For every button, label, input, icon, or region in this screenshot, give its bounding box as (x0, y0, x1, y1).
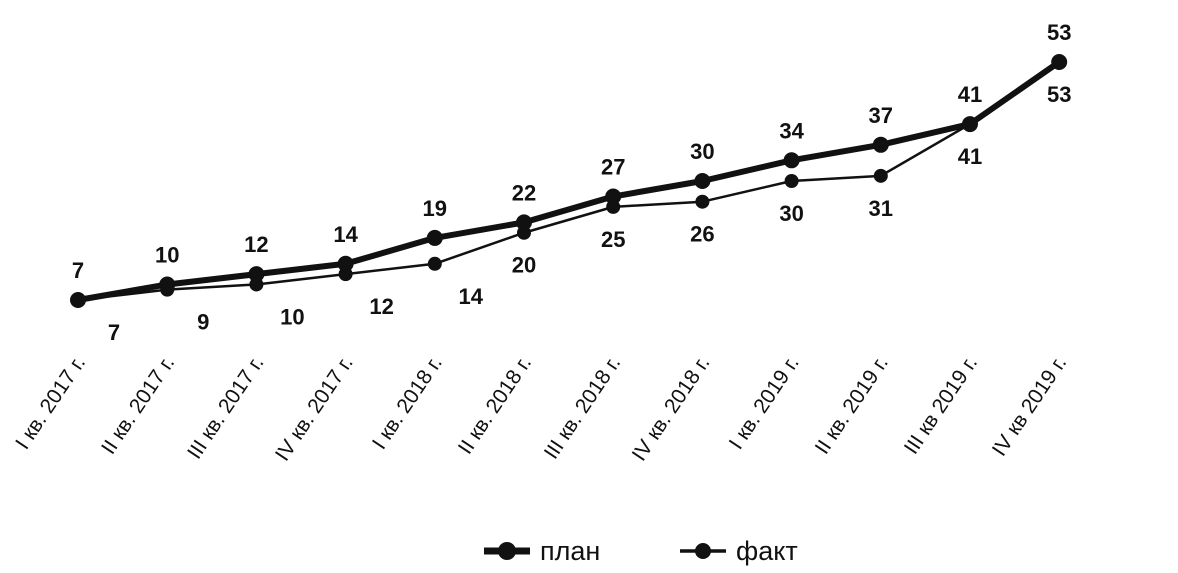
data-label-fact: 14 (459, 284, 484, 309)
legend: план факт (484, 536, 798, 566)
x-tick-label: IV кв. 2017 г. (271, 352, 358, 465)
x-tick-label: IV кв 2019 г. (988, 352, 1072, 460)
x-tick-label: II кв. 2017 г. (97, 352, 179, 459)
data-label-fact: 10 (280, 304, 304, 329)
x-tick-label: III кв. 2018 г. (540, 352, 626, 463)
data-label-fact: 31 (869, 196, 893, 221)
data-point-plan (248, 266, 265, 283)
x-tick-label: I кв. 2017 г. (11, 352, 90, 454)
data-point-fact (695, 194, 710, 209)
legend-item-plan: план (484, 536, 600, 566)
data-point-plan (159, 276, 176, 293)
data-label-plan: 37 (869, 103, 893, 128)
data-point-plan (872, 136, 889, 153)
data-label-plan: 14 (333, 222, 358, 247)
series-lines (75, 59, 1063, 303)
series-line-plan (75, 59, 1063, 303)
data-label-plan: 12 (244, 232, 268, 257)
data-labels: 7 10 12 14 19 22 27 30 34 37 41 53 7 9 10 12 14 20 25 26 30 3… (72, 20, 1072, 345)
x-tick-label: III кв 2019 г. (900, 352, 982, 459)
x-tick-label: III кв. 2017 г. (183, 352, 269, 463)
data-point-fact (784, 174, 799, 188)
data-label-fact: 41 (958, 144, 982, 169)
data-label-plan: 19 (423, 196, 447, 221)
data-label-plan: 41 (958, 82, 982, 107)
data-point-plan (337, 255, 354, 272)
data-label-plan: 27 (601, 155, 625, 180)
data-label-fact: 20 (512, 253, 536, 278)
x-axis-tick-labels: I кв. 2017 г. II кв. 2017 г. III кв. 2017 … (11, 352, 1071, 465)
data-point-plan (70, 292, 86, 308)
legend-swatch-marker (498, 542, 516, 560)
x-tick-label: IV кв. 2018 г. (628, 352, 715, 465)
data-point-plan (1051, 54, 1068, 70)
legend-swatch-marker (695, 543, 711, 559)
data-point-plan (426, 229, 443, 246)
series-points (70, 54, 1068, 308)
data-label-plan: 7 (72, 258, 84, 283)
x-tick-label: I кв. 2019 г. (725, 352, 804, 454)
data-point-plan (783, 152, 800, 169)
data-point-fact (427, 256, 442, 271)
data-label-fact: 9 (197, 310, 209, 335)
legend-item-fact: факт (680, 536, 798, 566)
data-label-fact: 7 (108, 320, 120, 345)
legend-label: факт (736, 536, 798, 566)
data-label-plan: 34 (779, 118, 804, 143)
data-label-fact: 26 (690, 222, 714, 247)
data-label-fact: 25 (601, 227, 625, 252)
data-point-fact (873, 168, 888, 183)
data-label-plan: 53 (1047, 20, 1071, 45)
legend-label: план (540, 536, 600, 566)
series-line-fact (76, 60, 1061, 302)
data-label-plan: 10 (155, 242, 179, 267)
data-point-plan (605, 188, 622, 205)
data-label-fact: 12 (369, 294, 393, 319)
data-label-plan: 22 (512, 180, 536, 205)
data-point-plan (694, 173, 711, 189)
data-label-fact: 30 (779, 201, 803, 226)
x-tick-label: II кв. 2018 г. (454, 352, 536, 459)
data-point-plan (516, 214, 532, 231)
x-tick-label: I кв. 2018 г. (368, 352, 447, 454)
data-label-plan: 30 (690, 139, 714, 164)
data-label-fact: 53 (1047, 82, 1071, 107)
x-tick-label: II кв. 2019 г. (811, 352, 893, 459)
data-point-plan (962, 116, 978, 133)
